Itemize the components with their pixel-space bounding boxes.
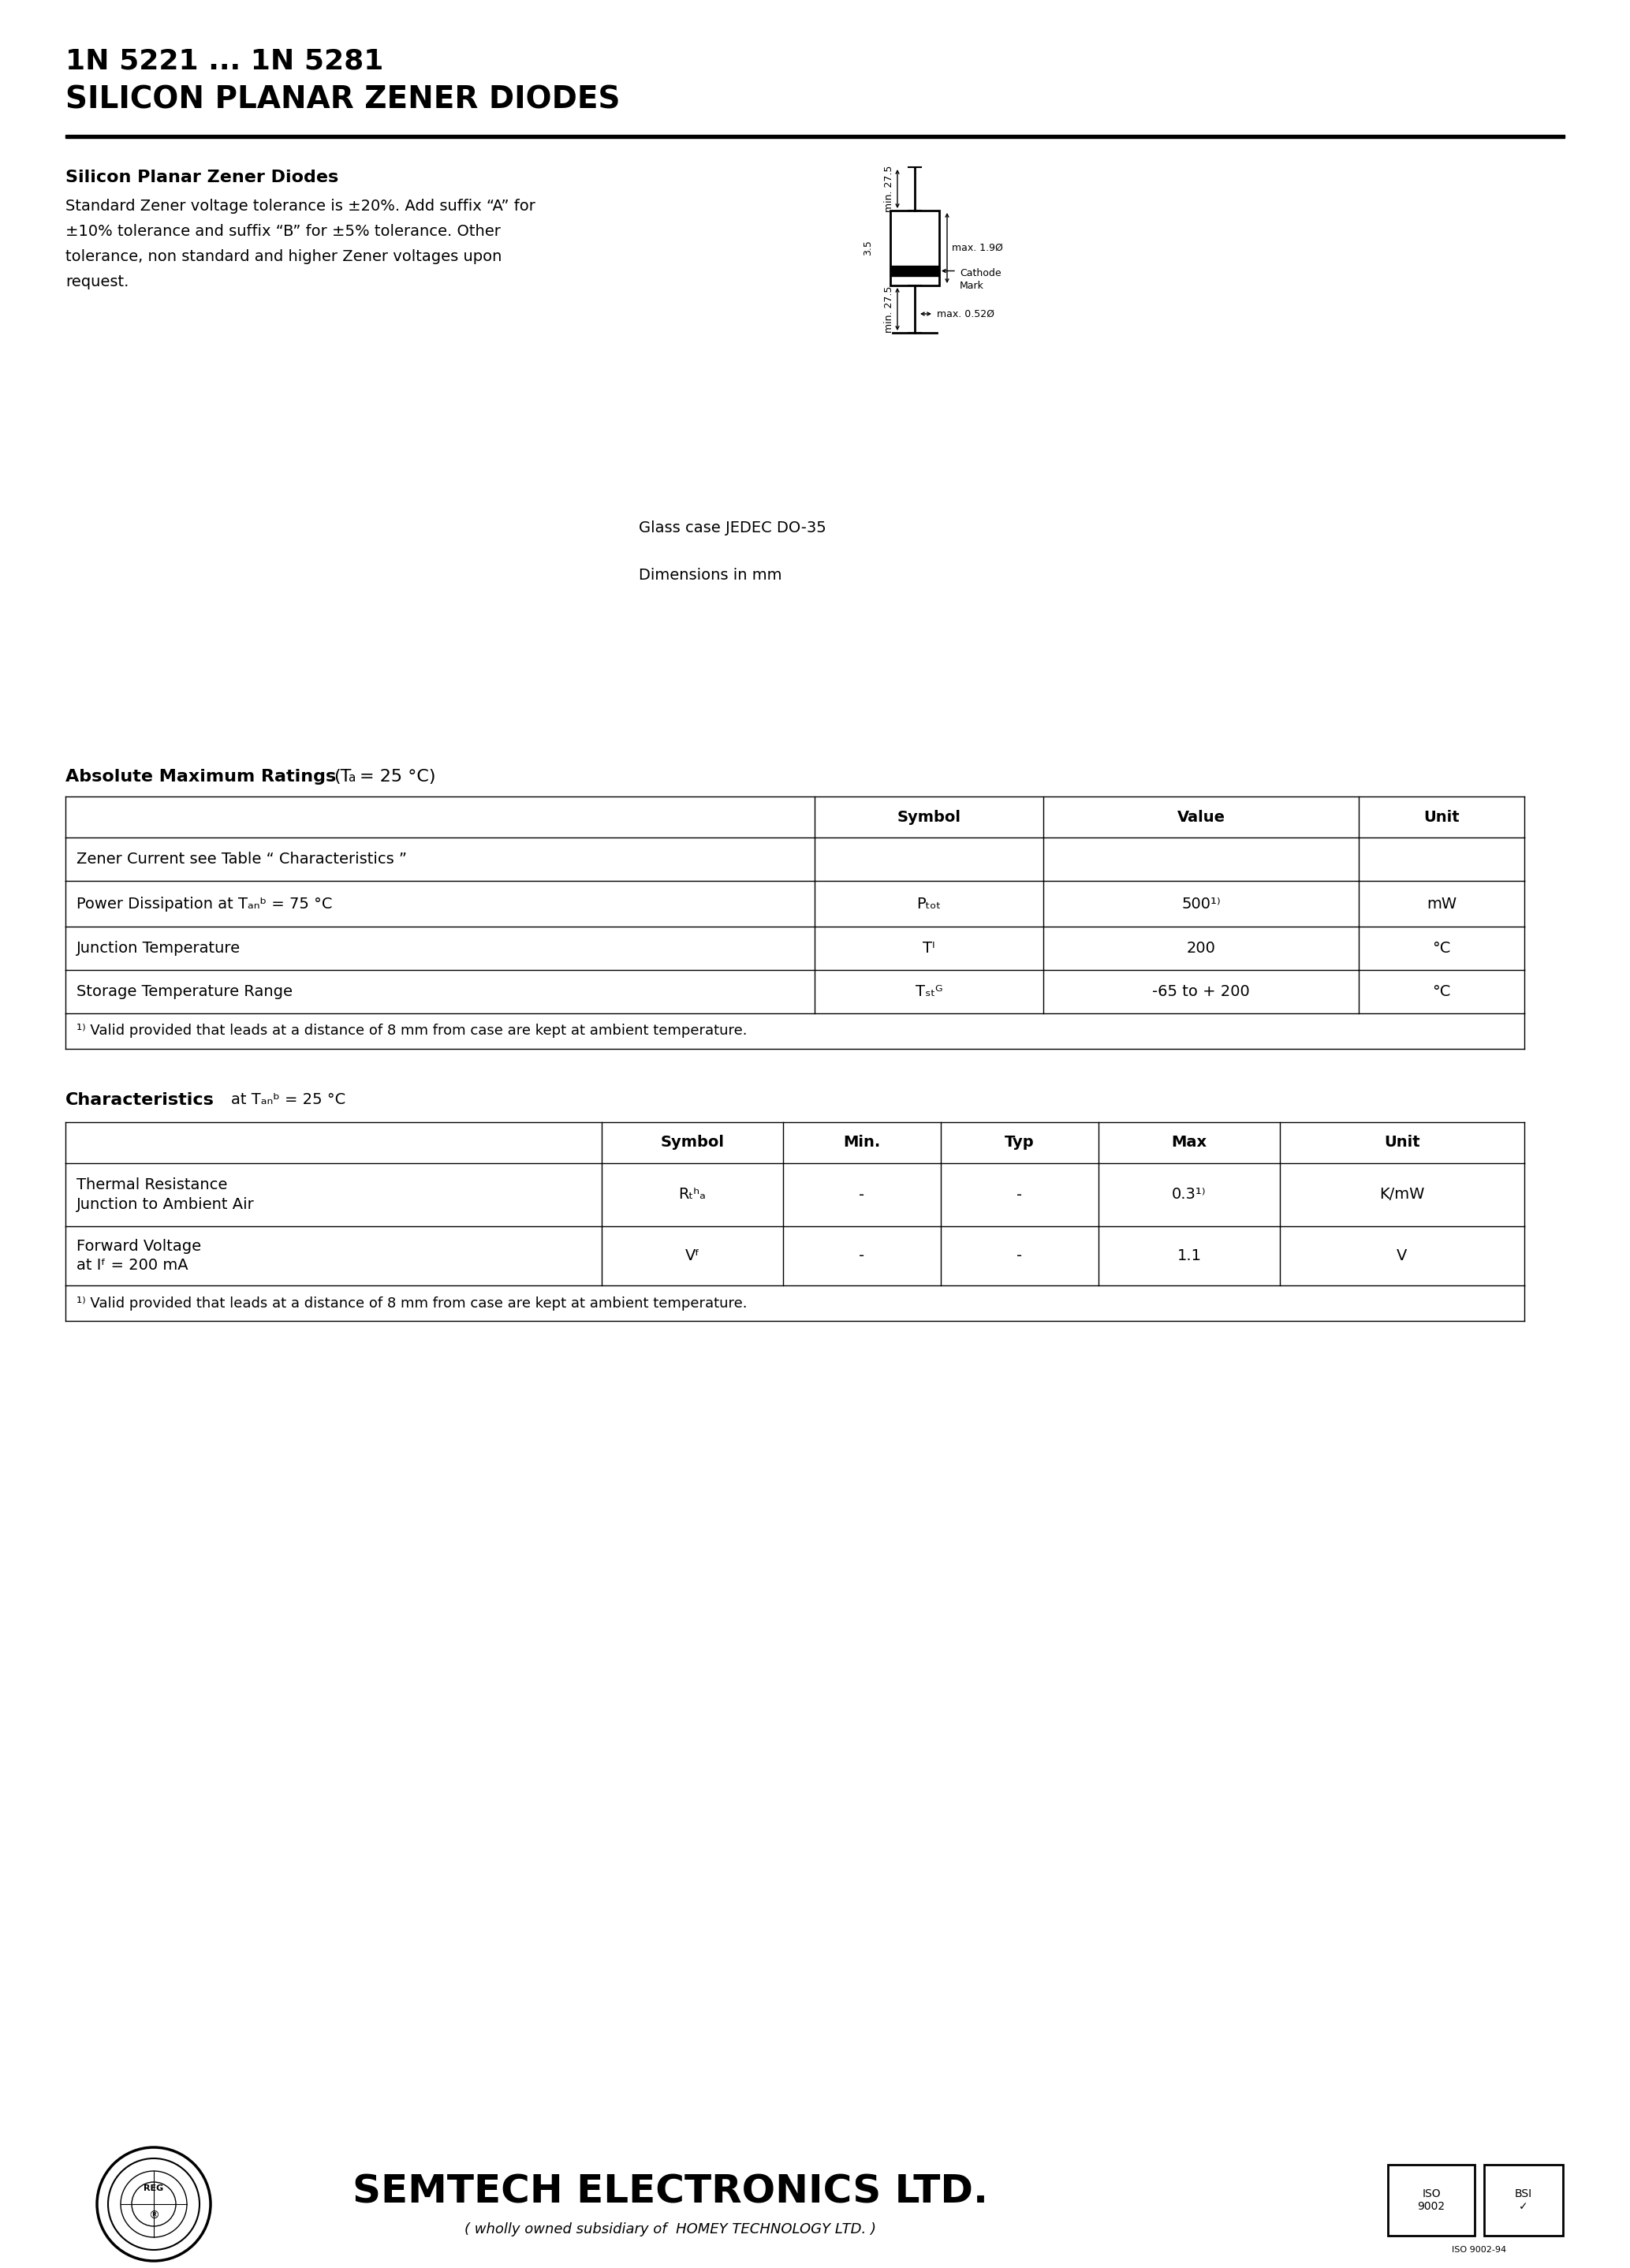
Text: ±10% tolerance and suffix “B” for ±5% tolerance. Other: ±10% tolerance and suffix “B” for ±5% to…	[65, 225, 500, 238]
Text: 500¹⁾: 500¹⁾	[1182, 896, 1221, 912]
Text: Dimensions in mm: Dimensions in mm	[639, 567, 782, 583]
Text: Rₜʰₐ: Rₜʰₐ	[678, 1186, 706, 1202]
Text: = 25 °C): = 25 °C)	[360, 769, 435, 785]
Text: Absolute Maximum Ratings: Absolute Maximum Ratings	[65, 769, 336, 785]
Text: REG: REG	[143, 2184, 163, 2193]
Text: -: -	[1017, 1247, 1022, 1263]
Text: Typ: Typ	[1004, 1136, 1035, 1150]
Text: Max: Max	[1172, 1136, 1206, 1150]
Text: min. 27.5: min. 27.5	[883, 286, 895, 333]
Bar	[65, 134, 1565, 138]
Text: mW: mW	[1426, 896, 1457, 912]
Text: Symbol: Symbol	[660, 1136, 724, 1150]
Bar	[890, 265, 939, 277]
Text: Thermal Resistance
Junction to Ambient Air: Thermal Resistance Junction to Ambient A…	[77, 1177, 254, 1211]
Text: Min.: Min.	[843, 1136, 880, 1150]
Text: request.: request.	[65, 274, 129, 290]
Text: Value: Value	[1177, 810, 1226, 826]
Text: °C: °C	[1433, 941, 1451, 955]
Text: °C: °C	[1433, 984, 1451, 1000]
Text: ¹⁾ Valid provided that leads at a distance of 8 mm from case are kept at ambient: ¹⁾ Valid provided that leads at a distan…	[77, 1023, 747, 1039]
Text: Junction Temperature: Junction Temperature	[77, 941, 241, 955]
Text: tolerance, non standard and higher Zener voltages upon: tolerance, non standard and higher Zener…	[65, 249, 502, 263]
Text: 0.3¹⁾: 0.3¹⁾	[1172, 1186, 1206, 1202]
Text: max. 1.9Ø: max. 1.9Ø	[952, 243, 1002, 254]
Text: 200: 200	[1187, 941, 1216, 955]
Text: at Tₐₙᵇ = 25 °C: at Tₐₙᵇ = 25 °C	[231, 1093, 346, 1107]
Bar	[1387, 2164, 1475, 2236]
Text: (T: (T	[334, 769, 350, 785]
Text: Storage Temperature Range: Storage Temperature Range	[77, 984, 292, 1000]
Text: Forward Voltage
at Iᶠ = 200 mA: Forward Voltage at Iᶠ = 200 mA	[77, 1238, 200, 1272]
Text: Tₛₜᴳ: Tₛₜᴳ	[916, 984, 942, 1000]
Text: a: a	[347, 771, 355, 785]
Text: V: V	[1397, 1247, 1407, 1263]
Text: Characteristics: Characteristics	[65, 1093, 215, 1109]
Text: Unit: Unit	[1423, 810, 1459, 826]
Text: ®: ®	[148, 2211, 160, 2220]
Bar	[1483, 2164, 1563, 2236]
Text: Power Dissipation at Tₐₙᵇ = 75 °C: Power Dissipation at Tₐₙᵇ = 75 °C	[77, 896, 333, 912]
Text: ISO
9002: ISO 9002	[1418, 2189, 1446, 2211]
Text: Unit: Unit	[1384, 1136, 1420, 1150]
Text: Symbol: Symbol	[896, 810, 962, 826]
Text: 1.1: 1.1	[1177, 1247, 1201, 1263]
Text: -: -	[859, 1247, 866, 1263]
Text: ¹⁾ Valid provided that leads at a distance of 8 mm from case are kept at ambient: ¹⁾ Valid provided that leads at a distan…	[77, 1295, 747, 1311]
Text: Zener Current see Table “ Characteristics ”: Zener Current see Table “ Characteristic…	[77, 853, 408, 866]
Text: SILICON PLANAR ZENER DIODES: SILICON PLANAR ZENER DIODES	[65, 86, 621, 116]
Text: ISO 9002-94: ISO 9002-94	[1452, 2245, 1506, 2254]
Text: Vᶠ: Vᶠ	[685, 1247, 699, 1263]
Text: Standard Zener voltage tolerance is ±20%. Add suffix “A” for: Standard Zener voltage tolerance is ±20%…	[65, 200, 535, 213]
Text: max. 0.52Ø: max. 0.52Ø	[937, 308, 994, 320]
Text: -65 to + 200: -65 to + 200	[1152, 984, 1250, 1000]
Text: -: -	[1017, 1186, 1022, 1202]
Text: K/mW: K/mW	[1379, 1186, 1425, 1202]
Bar	[890, 211, 939, 286]
Text: Cathode
Mark: Cathode Mark	[960, 268, 1001, 290]
Text: SEMTECH ELECTRONICS LTD.: SEMTECH ELECTRONICS LTD.	[352, 2173, 988, 2211]
Text: Glass case JEDEC DO-35: Glass case JEDEC DO-35	[639, 519, 826, 535]
Text: min. 27.5: min. 27.5	[883, 166, 895, 213]
Text: BSI
✓: BSI ✓	[1514, 2189, 1532, 2211]
Text: Silicon Planar Zener Diodes: Silicon Planar Zener Diodes	[65, 170, 339, 186]
Text: ( wholly owned subsidiary of  HOMEY TECHNOLOGY LTD. ): ( wholly owned subsidiary of HOMEY TECHN…	[465, 2223, 875, 2236]
Text: Tᴵ: Tᴵ	[923, 941, 936, 955]
Text: 3.5: 3.5	[864, 240, 874, 256]
Text: -: -	[859, 1186, 866, 1202]
Text: Pₜₒₜ: Pₜₒₜ	[916, 896, 941, 912]
Text: 1N 5221 ... 1N 5281: 1N 5221 ... 1N 5281	[65, 48, 383, 75]
